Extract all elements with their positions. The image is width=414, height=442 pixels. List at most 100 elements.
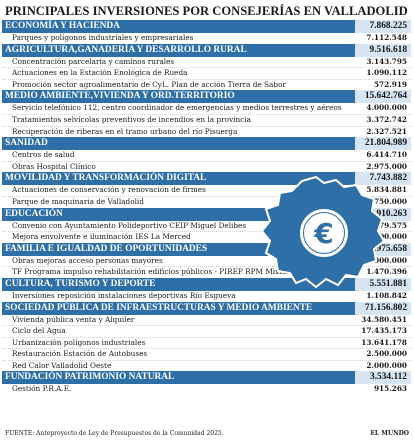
item-amount: 2.500.000: [366, 349, 407, 359]
table-row: Recuperación de riberas en el tramo urba…: [2, 127, 411, 138]
item-amount: 1.600.000: [366, 232, 407, 242]
item-label: Parque de maquinaria de Valladolid: [12, 196, 144, 206]
item-amount: 2.975.000: [366, 161, 407, 171]
table-row: TF Programa impulso rehabilitación edifi…: [2, 267, 411, 278]
table-row: Urbanización polígonos industriales 13.64…: [2, 338, 411, 350]
section-header: ECONOMÍA Y HACIENDA 7.868.225: [2, 20, 411, 33]
item-amount: 5.834.881: [366, 185, 407, 195]
table-row: Centros de salud 6.414.710: [2, 150, 411, 162]
item-label: Actuaciones de conservación y renovación…: [12, 185, 206, 195]
item-label: Promoción sector agroalimentario de CyL.…: [12, 79, 286, 89]
section: ECONOMÍA Y HACIENDA 7.868.225 Parques y po…: [2, 20, 411, 44]
item-label: Obras mejoras acceso personas mayores: [12, 255, 163, 265]
publisher-brand: EL MUNDO: [370, 430, 409, 437]
section-header: FAMILIA E IGUALDAD DE OPORTUNIDADES 3.975…: [2, 242, 411, 256]
section: MEDIO AMBIENTE,VIVIENDA Y ORD.TERRITORIO…: [2, 90, 411, 138]
section: AGRICULTURA,GANADERÍA Y DESARROLLO RURAL…: [2, 43, 411, 91]
item-amount: 6.414.710: [366, 150, 407, 160]
section: MOVILIDAD Y TRANSFORMACIÓN DIGITAL 7.743.…: [2, 172, 411, 208]
section-name: AGRICULTURA,GANADERÍA Y DESARROLLO RURAL: [5, 44, 247, 55]
item-amount: 2.000.000: [366, 255, 407, 265]
item-amount: 1.108.842: [366, 290, 407, 300]
item-label: Restauración Estación de Autobuses: [12, 349, 148, 359]
section-header: FUNDACIÓN PATRIMONIO NATURAL 3.534.112: [2, 371, 411, 385]
section-name: FAMILIA E IGUALDAD DE OPORTUNIDADES: [5, 243, 208, 254]
table-row: Ciclo del Agua 17.435.173: [2, 326, 411, 338]
section-name: EDUCACIÓN: [5, 208, 63, 219]
table-row: Parques y polígonos industriales y empre…: [2, 33, 411, 44]
item-label: Tratamientos selvícolas preventivos de i…: [12, 114, 251, 124]
table-row: Tratamientos selvícolas preventivos de i…: [2, 115, 411, 127]
table-row: Servicio telefónico 112, centro coordina…: [2, 103, 411, 115]
section-name: FUNDACIÓN PATRIMONIO NATURAL: [5, 372, 175, 383]
item-amount: 17.435.173: [361, 326, 407, 336]
section: CULTURA, TURISMO Y DEPORTE 5.551.881 Inver…: [2, 277, 411, 302]
item-label: Mejora envolvente e iluminación IES La M…: [12, 232, 191, 242]
section-header: MOVILIDAD Y TRANSFORMACIÓN DIGITAL 7.743.…: [2, 172, 411, 186]
item-amount: 750.000: [373, 196, 407, 206]
item-label: Convenio con Ayuntamiento Polideportivo …: [12, 220, 247, 230]
item-label: Recuperación de riberas en el tramo urba…: [12, 126, 238, 136]
table-row: Mejora envolvente e iluminación IES La M…: [2, 232, 411, 243]
table-row: Actuaciones de conservación y renovación…: [2, 185, 411, 197]
section-name: ECONOMÍA Y HACIENDA: [5, 21, 120, 31]
section-total: 71.156.802: [355, 301, 411, 315]
item-amount: 13.641.178: [361, 337, 407, 347]
item-amount: 2.327.521: [366, 126, 407, 136]
item-amount: 4.000.000: [366, 103, 407, 113]
section-total: 3.534.112: [355, 371, 411, 385]
section: FUNDACIÓN PATRIMONIO NATURAL 3.534.112 Ges…: [2, 371, 411, 396]
item-label: Centros de salud: [12, 150, 75, 160]
table-row: Obras Hospital Clínico 2.975.000: [2, 162, 411, 173]
item-amount: 1.979.575: [366, 220, 407, 230]
section-name: SANIDAD: [5, 138, 48, 149]
section-header: SANIDAD 21.804.989: [2, 137, 411, 151]
item-amount: 3.372.742: [366, 114, 407, 124]
item-label: Ciclo del Agua: [12, 326, 66, 336]
section-name: MOVILIDAD Y TRANSFORMACIÓN DIGITAL: [5, 173, 207, 184]
section-total: 7.868.225: [355, 20, 411, 33]
item-label: Gestión P.R.A.E.: [12, 384, 72, 394]
table-row: Vivienda pública venta y Alquiler 34.580.…: [2, 315, 411, 327]
item-amount: 34.580.451: [361, 314, 407, 324]
item-amount: 572.919: [373, 79, 407, 89]
section-header: SOCIEDAD PÚBLICA DE INFRAESTRUCTURAS Y M…: [2, 301, 411, 315]
item-label: Concentración parcelaria y caminos rural…: [12, 56, 175, 66]
table-row: Restauración Estación de Autobuses 2.500.…: [2, 349, 411, 361]
item-amount: 1.470.396: [366, 267, 407, 277]
section-name: CULTURA, TURISMO Y DEPORTE: [5, 278, 156, 289]
section-header: EDUCACIÓN 13.910.263: [2, 207, 411, 221]
section: FAMILIA E IGUALDAD DE OPORTUNIDADES 3.975…: [2, 242, 411, 278]
item-label: Red Calor Valladolid Oeste: [12, 360, 112, 370]
section-header: CULTURA, TURISMO Y DEPORTE 5.551.881: [2, 277, 411, 291]
section-header: MEDIO AMBIENTE,VIVIENDA Y ORD.TERRITORIO…: [2, 90, 411, 104]
section: SOCIEDAD PÚBLICA DE INFRAESTRUCTURAS Y M…: [2, 301, 411, 372]
table-row: Obras mejoras acceso personas mayores 2.0…: [2, 256, 411, 268]
item-label: Parques y polígonos industriales y empre…: [12, 33, 194, 42]
item-amount: 7.112.548: [366, 33, 407, 42]
source-note: FUENTE: Anteproyecto de Ley de Presupues…: [5, 430, 224, 437]
section-total: 7.743.882: [355, 172, 411, 186]
item-label: Servicio telefónico 112, centro coordina…: [12, 103, 342, 113]
section-total: 3.975.658: [355, 242, 411, 256]
item-amount: 1.090.112: [366, 68, 407, 78]
table-row: Convenio con Ayuntamiento Polideportivo …: [2, 221, 411, 233]
table-row: Red Calor Valladolid Oeste 2.000.000: [2, 361, 411, 372]
table-row: Actuaciones en la Estación Enológica de …: [2, 68, 411, 80]
table-row: Gestión P.R.A.E. 915.263: [2, 384, 411, 395]
item-label: TF Programa impulso rehabilitación edifi…: [12, 267, 326, 277]
section-total: 15.642.764: [355, 90, 411, 104]
item-amount: 2.000.000: [366, 360, 407, 370]
item-label: Urbanización polígonos industriales: [12, 337, 146, 347]
section-name: MEDIO AMBIENTE,VIVIENDA Y ORD.TERRITORIO: [5, 91, 235, 102]
investment-table: ECONOMÍA Y HACIENDA 7.868.225 Parques y po…: [2, 20, 411, 396]
section-total: 21.804.989: [355, 137, 411, 151]
item-label: Vivienda pública venta y Alquiler: [12, 314, 135, 324]
table-row: Concentración parcelaria y caminos rural…: [2, 57, 411, 69]
table-row: Promoción sector agroalimentario de CyL.…: [2, 80, 411, 91]
item-label: Actuaciones en la Estación Enológica de …: [12, 68, 188, 78]
table-row: Parque de maquinaria de Valladolid 750.00…: [2, 197, 411, 208]
page-title: PRINCIPALES INVERSIONES POR CONSEJERÍAS …: [5, 4, 408, 18]
section: EDUCACIÓN 13.910.263 Convenio con Ayuntami…: [2, 207, 411, 243]
section: SANIDAD 21.804.989 Centros de salud 6.414.7…: [2, 137, 411, 173]
